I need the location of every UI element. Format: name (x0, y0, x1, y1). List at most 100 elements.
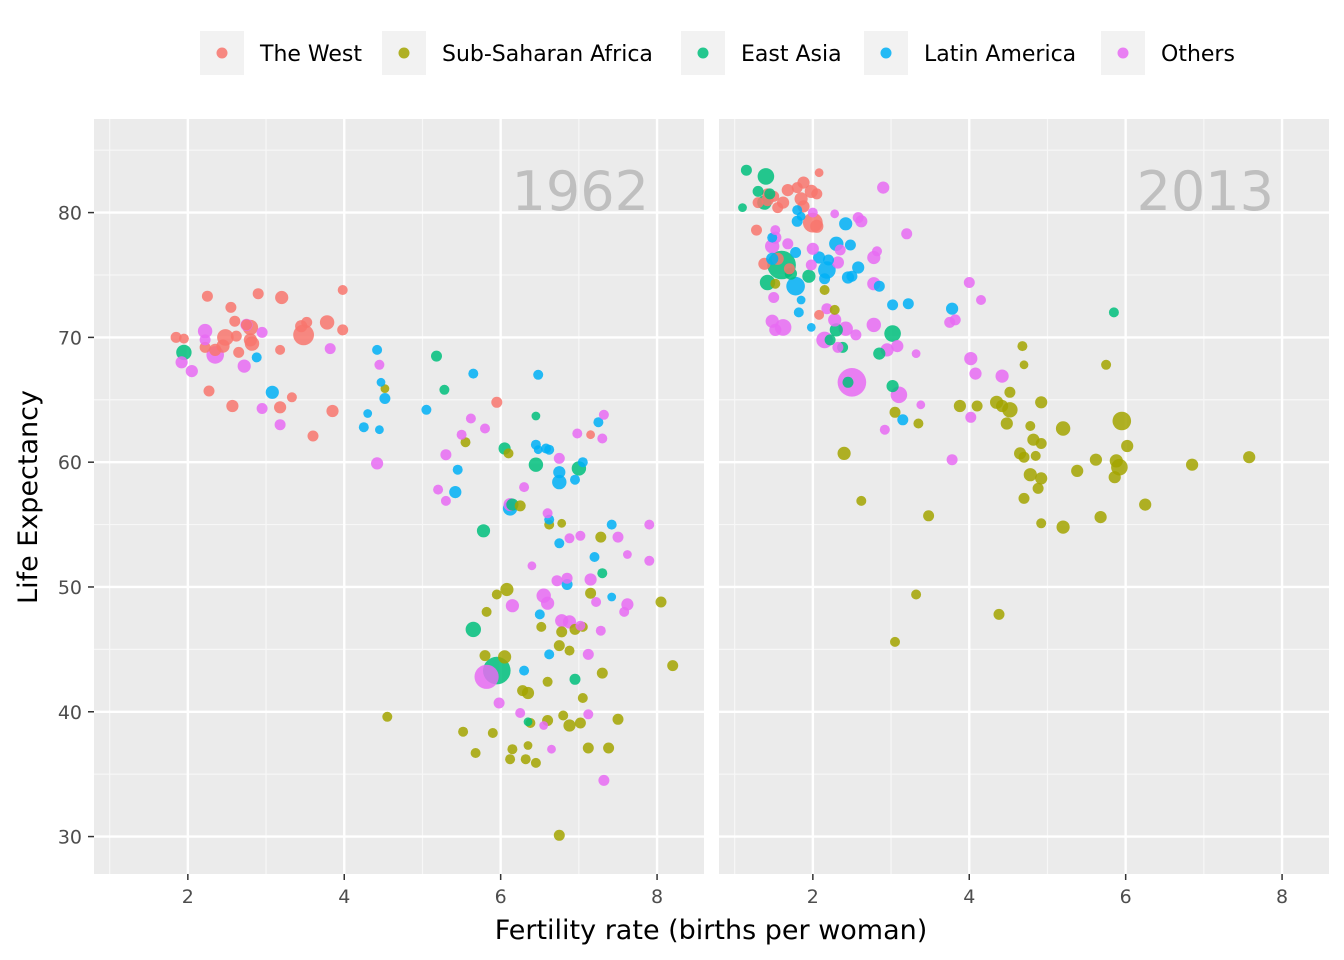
data-point-the-west (814, 309, 825, 320)
data-point-sub-saharan-africa (1109, 454, 1123, 468)
x-tick-label: 8 (651, 886, 663, 908)
data-point-sub-saharan-africa (1094, 510, 1107, 524)
data-point-others (551, 575, 563, 587)
data-point-others (465, 413, 476, 424)
data-point-latin-america (819, 273, 831, 285)
x-tick-label: 2 (182, 886, 194, 908)
data-point-sub-saharan-africa (953, 399, 967, 413)
data-point-latin-america (452, 464, 463, 475)
data-point-sub-saharan-africa (517, 685, 529, 697)
data-point-east-asia (569, 673, 581, 685)
data-point-sub-saharan-africa (585, 587, 597, 599)
data-point-the-west (275, 290, 289, 305)
data-point-latin-america (806, 323, 816, 332)
legend-label: The West (259, 42, 362, 67)
data-point-sub-saharan-africa (856, 495, 867, 506)
data-point-sub-saharan-africa (557, 518, 567, 528)
legend-swatch (216, 47, 228, 59)
data-point-others (623, 550, 632, 559)
data-point-sub-saharan-africa (1025, 421, 1036, 431)
x-tick-label: 2 (807, 886, 819, 908)
data-point-the-west (252, 288, 264, 300)
y-tick-label: 80 (58, 203, 82, 225)
legend-swatch (697, 47, 709, 59)
panel-1962: 1962 2 4 6 8 (94, 119, 704, 908)
data-point-sub-saharan-africa (1035, 396, 1048, 409)
data-point-others (891, 340, 904, 353)
data-point-sub-saharan-africa (498, 650, 512, 664)
data-point-sub-saharan-africa (479, 650, 491, 662)
data-point-the-west (319, 315, 335, 330)
data-point-sub-saharan-africa (505, 754, 516, 765)
data-point-others (595, 625, 606, 636)
data-point-the-west (791, 182, 803, 194)
data-point-sub-saharan-africa (503, 448, 514, 459)
data-point-others (769, 323, 782, 336)
data-point-sub-saharan-africa (1101, 359, 1112, 370)
data-point-east-asia (176, 344, 192, 361)
data-point-sub-saharan-africa (971, 400, 983, 412)
data-point-sub-saharan-africa (667, 660, 679, 672)
data-point-sub-saharan-africa (470, 748, 481, 758)
data-point-sub-saharan-africa (1036, 518, 1047, 529)
y-tick-label: 30 (58, 827, 82, 849)
data-point-latin-america (846, 270, 858, 282)
data-point-the-west (307, 430, 319, 442)
data-point-the-west (201, 290, 213, 302)
y-axis-title: Life Expectancy (13, 390, 44, 604)
data-point-others (806, 242, 819, 255)
data-point-east-asia (757, 168, 775, 185)
legend-label: Sub-Saharan Africa (442, 42, 653, 67)
data-point-east-asia (824, 334, 836, 346)
data-point-latin-america (786, 276, 805, 296)
data-point-others (834, 244, 846, 256)
data-point-the-west (326, 404, 339, 418)
year-label: 1962 (512, 160, 649, 223)
data-point-sub-saharan-africa (1017, 341, 1028, 352)
data-point-sub-saharan-africa (889, 406, 901, 418)
data-point-sub-saharan-africa (558, 710, 569, 721)
data-point-latin-america (375, 425, 384, 435)
data-point-east-asia (439, 384, 450, 395)
data-point-others (852, 212, 864, 224)
data-point-sub-saharan-africa (563, 719, 576, 732)
legend-item-east-asia: East Asia (681, 31, 842, 75)
data-point-latin-america (533, 445, 543, 455)
data-point-sub-saharan-africa (1004, 386, 1016, 398)
data-point-east-asia (829, 323, 843, 337)
data-point-others (456, 429, 467, 440)
legend-item-others: Others (1101, 31, 1235, 75)
data-point-others (976, 295, 986, 305)
data-point-others (807, 207, 818, 218)
data-point-others (911, 349, 921, 358)
data-point-others (965, 411, 977, 423)
legend-swatch (880, 47, 892, 59)
data-point-others (547, 744, 556, 754)
data-point-sub-saharan-africa (1089, 453, 1102, 466)
data-point-sub-saharan-africa (612, 713, 624, 725)
data-point-latin-america (589, 552, 600, 562)
data-point-others (561, 572, 573, 584)
data-point-latin-america (519, 665, 530, 676)
data-point-latin-america (796, 295, 806, 305)
data-point-sub-saharan-africa (523, 741, 533, 750)
data-point-latin-america (897, 414, 909, 426)
data-point-sub-saharan-africa (500, 582, 514, 597)
data-point-others (197, 323, 213, 339)
data-point-sub-saharan-africa (913, 418, 924, 429)
data-point-east-asia (1108, 307, 1119, 318)
data-point-the-west (752, 197, 764, 209)
data-point-others (185, 365, 198, 378)
data-point-others (564, 533, 575, 544)
data-point-others (480, 423, 490, 434)
data-point-others (782, 238, 794, 250)
legend-item-sub-saharan-africa: Sub-Saharan Africa (382, 31, 653, 75)
data-point-sub-saharan-africa (1032, 482, 1044, 494)
x-tick-label: 6 (495, 886, 507, 908)
data-point-the-west (781, 184, 794, 197)
data-point-latin-america (577, 457, 588, 468)
data-point-the-west (814, 168, 824, 178)
data-point-latin-america (421, 404, 432, 415)
data-point-sub-saharan-africa (380, 384, 390, 393)
data-point-sub-saharan-africa (382, 711, 393, 722)
